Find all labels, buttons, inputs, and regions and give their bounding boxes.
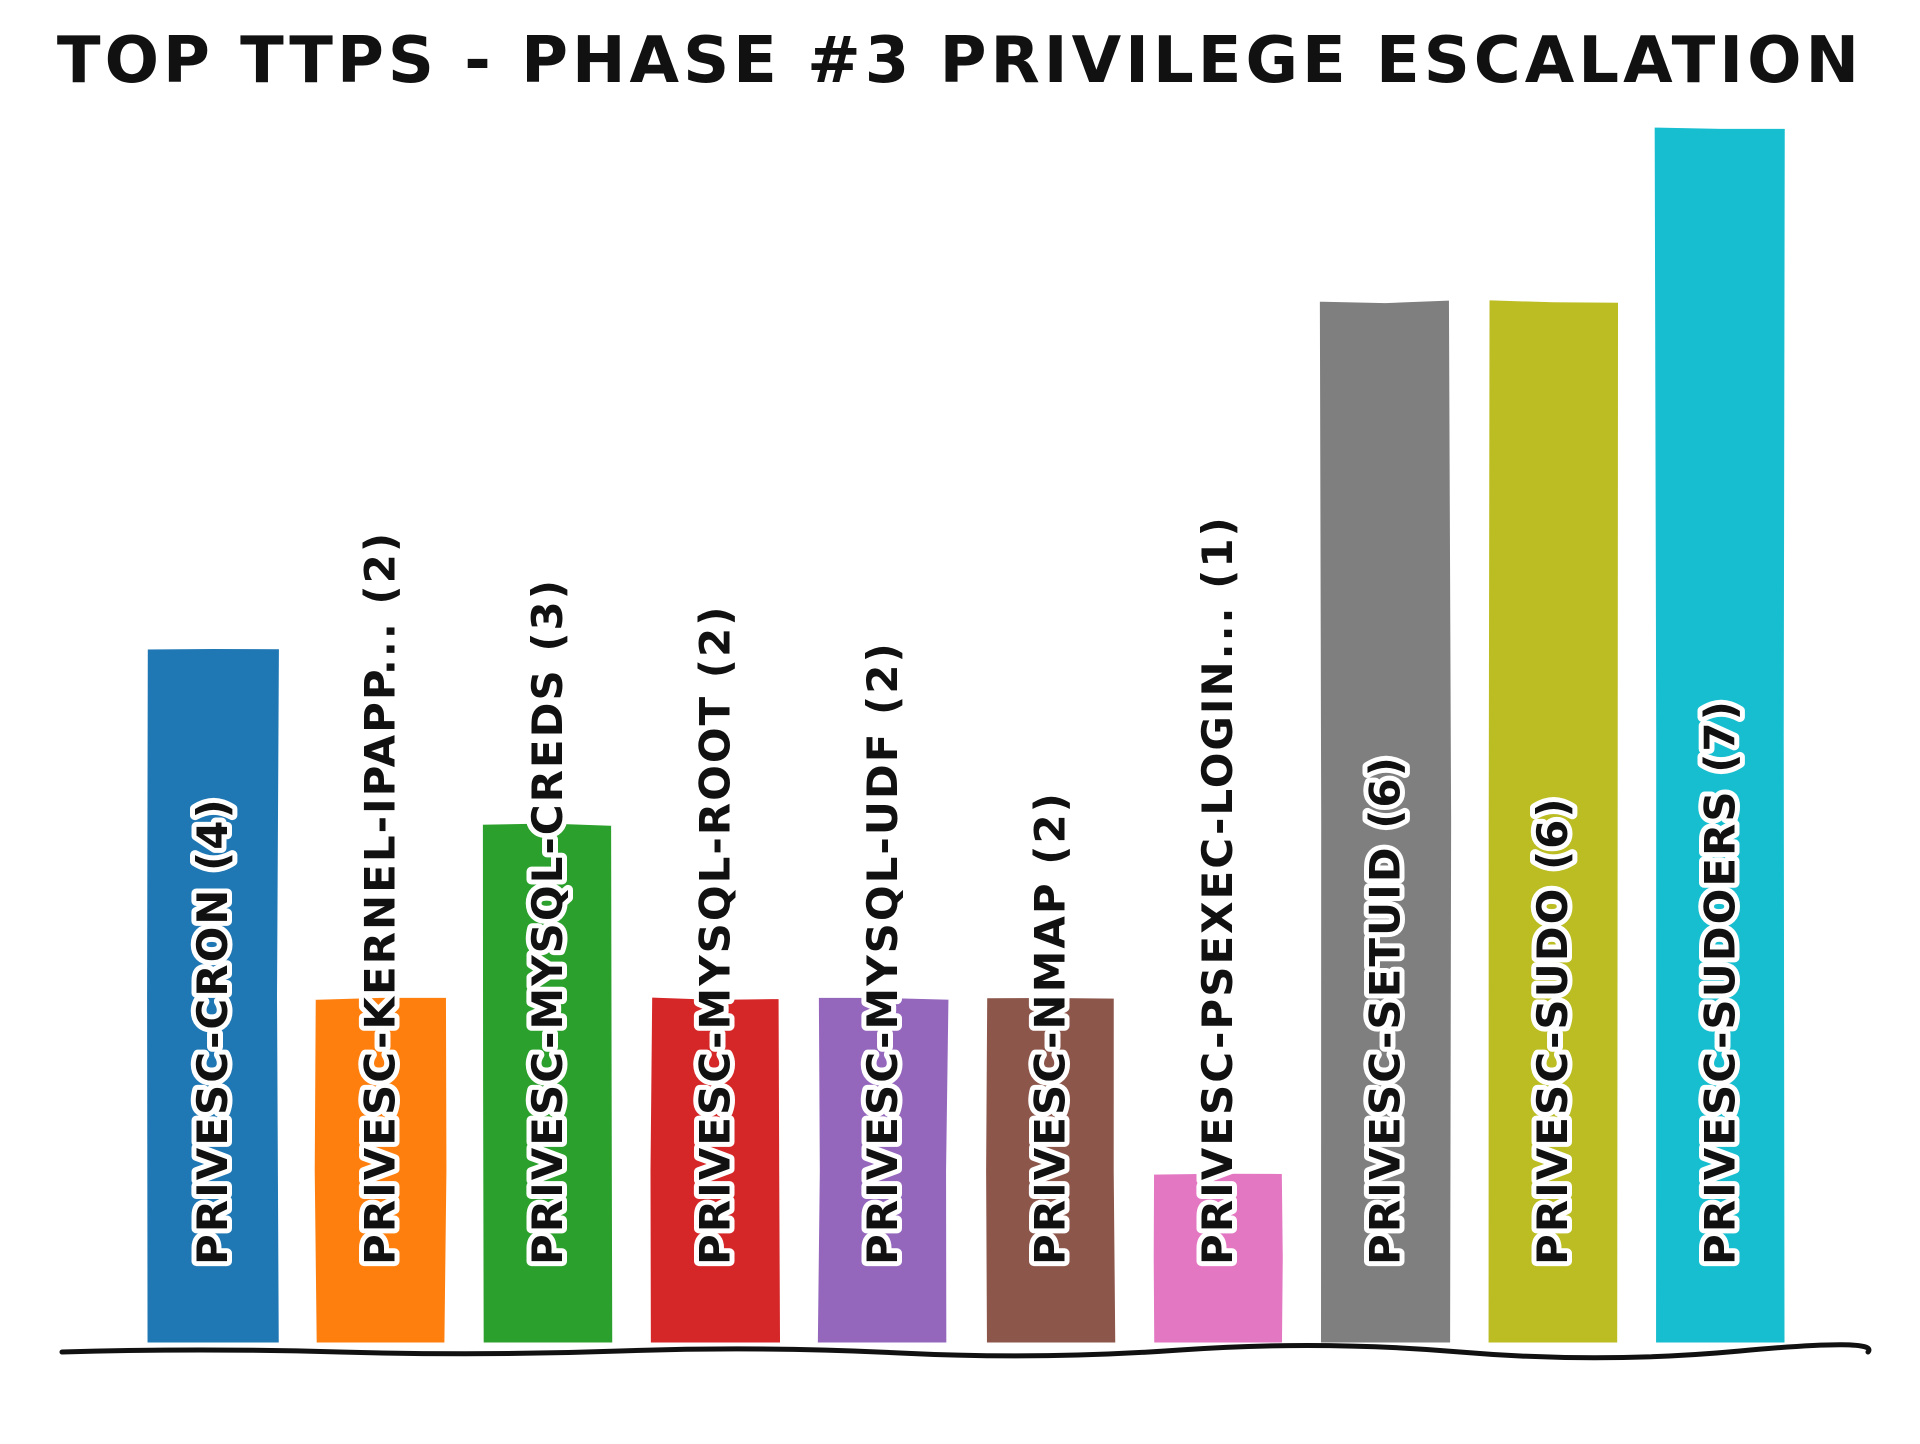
bar-label: PRIVESC-SUDOERS (7) xyxy=(1696,699,1745,1265)
x-axis-baseline xyxy=(59,1342,1872,1361)
bar-label: PRIVESC-SETUID (6) xyxy=(1361,755,1410,1265)
bar-privesc-kernel-ipapp xyxy=(309,992,452,1348)
bar-privesc-psexec-login xyxy=(1148,1168,1288,1348)
chart-title: TOP TTPS - PHASE #3 PRIVILEGE ESCALATION xyxy=(57,24,1863,98)
bar-label: PRIVESC-MYSQL-UDF (2) xyxy=(858,641,907,1265)
bar-privesc-sudo xyxy=(1483,295,1624,1348)
bar-labels-group: PRIVESC-CRON (4) PRIVESC-KERNEL-IPAPP... … xyxy=(183,510,1750,1270)
bar-privesc-setuid xyxy=(1314,295,1457,1348)
bar-privesc-mysql-udf xyxy=(812,992,954,1348)
bar-privesc-nmap xyxy=(981,992,1121,1348)
bar-label: PRIVESC-NMAP (2) xyxy=(1026,791,1075,1265)
bar-label: PRIVESC-SUDO (6) xyxy=(1528,796,1577,1265)
bar-label: PRIVESC-MYSQL-ROOT (2) xyxy=(691,605,740,1265)
bar-privesc-mysql-root xyxy=(645,992,786,1348)
bar-label: PRIVESC-PSEXEC-LOGIN... (1) xyxy=(1193,515,1242,1265)
bars-group xyxy=(142,122,1790,1348)
bar-privesc-cron xyxy=(142,644,284,1348)
bar-label: PRIVESC-MYSQL-CREDS (3) xyxy=(523,578,572,1265)
bar-privesc-sudoers xyxy=(1649,122,1790,1348)
bar-label: PRIVESC-CRON (4) xyxy=(188,797,237,1265)
bar-label: PRIVESC-KERNEL-IPAPP... (2) xyxy=(356,531,405,1265)
bar-privesc-mysql-creds xyxy=(477,818,618,1348)
